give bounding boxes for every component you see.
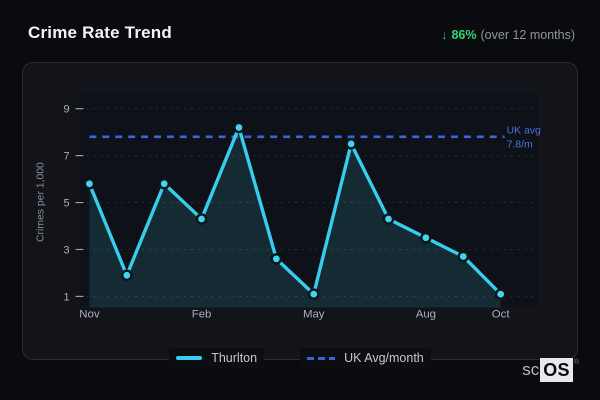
x-tick-label: Oct	[492, 308, 511, 320]
data-point	[121, 269, 133, 282]
uk-avg-annotation-line1: UK avg	[507, 126, 541, 137]
data-point	[158, 178, 170, 190]
data-point	[233, 121, 245, 134]
y-tick-label: 3	[63, 244, 69, 256]
trend-period: (over 12 months)	[480, 28, 575, 42]
y-tick-label: 7	[63, 151, 69, 163]
arrow-down-icon: ↓	[441, 28, 448, 42]
legend-item-uk-avg: UK Avg/month	[300, 348, 431, 368]
data-point	[307, 288, 320, 300]
page-title: Crime Rate Trend	[28, 23, 172, 42]
plot-area	[79, 92, 539, 306]
data-point	[494, 288, 507, 300]
registered-mark: ®	[573, 359, 579, 366]
legend-label-thurlton: Thurlton	[211, 351, 258, 365]
x-tick-label: Aug	[416, 308, 436, 320]
y-tick-label: 9	[63, 104, 69, 116]
trend-badge: ↓ 86% (over 12 months)	[441, 28, 575, 42]
chart-card: 1 3 5 7 9 Nov Feb May Aug Oct Crimes per 1,000 UK a…	[22, 62, 578, 360]
data-point	[382, 213, 395, 225]
legend-label-uk-avg: UK Avg/month	[344, 351, 424, 365]
area-fill	[89, 127, 501, 308]
data-point	[420, 231, 432, 244]
y-tick-label: 1	[63, 291, 69, 303]
solid-line-swatch-icon	[176, 356, 203, 360]
data-point	[270, 253, 283, 265]
uk-avg-annotation-line2: 7.8/m	[507, 139, 533, 150]
y-tick-label: 5	[63, 198, 69, 210]
dashed-line-swatch-icon	[307, 356, 336, 360]
data-point	[345, 138, 357, 150]
crime-trend-chart: 1 3 5 7 9 Nov Feb May Aug Oct Crimes per 1,000 UK a…	[36, 92, 541, 320]
trend-percent: 86%	[451, 28, 477, 42]
data-point	[83, 178, 96, 190]
legend-item-thurlton: Thurlton	[169, 348, 265, 368]
x-tick-label: May	[303, 308, 325, 320]
x-tick-label: Feb	[192, 308, 212, 320]
x-tick-label: Nov	[79, 308, 100, 320]
data-point	[195, 213, 208, 225]
y-axis-title: Crimes per 1,000	[36, 162, 47, 242]
chart-legend: Thurlton UK Avg/month	[0, 348, 600, 368]
logo-text-sc: sc	[522, 360, 540, 379]
logo-os-box: OS	[540, 358, 573, 382]
trend-line	[87, 125, 503, 296]
data-point	[457, 250, 470, 263]
scos-logo: sc OS ®	[522, 358, 579, 382]
